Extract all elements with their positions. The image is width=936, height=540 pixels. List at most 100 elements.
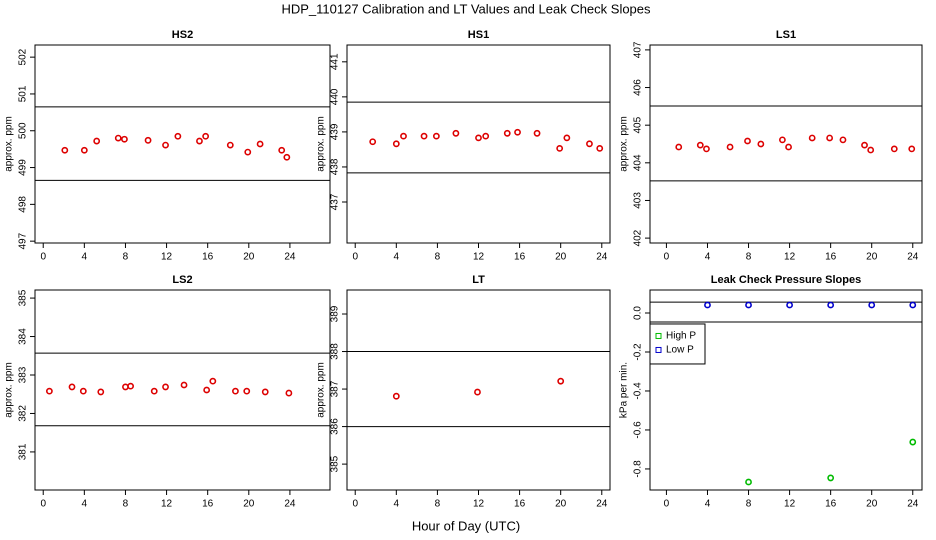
- panel-title: HS1: [468, 29, 489, 41]
- x-tick-label: 4: [705, 252, 711, 263]
- point: [283, 153, 291, 161]
- point: [557, 377, 565, 385]
- y-tick-label: 405: [633, 116, 644, 133]
- y-tick-label: 439: [330, 123, 341, 140]
- point: [826, 134, 834, 142]
- point: [704, 301, 711, 309]
- point: [203, 386, 211, 394]
- point: [726, 143, 734, 151]
- panel-title: LS2: [172, 274, 192, 286]
- x-tick-label: 20: [866, 499, 878, 510]
- y-tick-label: 385: [330, 455, 341, 472]
- y-axis-label: approx. ppm: [4, 362, 15, 418]
- point: [80, 146, 88, 154]
- point: [482, 132, 490, 140]
- x-tick-label: 20: [555, 252, 567, 263]
- point: [868, 301, 876, 309]
- x-tick-label: 8: [435, 252, 441, 263]
- x-tick-label: 8: [746, 499, 752, 510]
- point: [202, 132, 210, 140]
- legend-swatch: [655, 346, 662, 353]
- point: [745, 301, 752, 309]
- point: [392, 392, 400, 400]
- panel-title: LS1: [776, 29, 796, 41]
- x-tick-label: 0: [664, 499, 670, 510]
- x-tick-label: 12: [161, 252, 173, 263]
- point: [127, 382, 134, 390]
- x-tick-label: 8: [123, 252, 129, 263]
- y-tick-label: 388: [330, 343, 341, 360]
- x-tick-label: 20: [243, 252, 255, 263]
- point: [400, 132, 407, 140]
- plot-frame: [649, 44, 923, 244]
- point: [533, 129, 541, 137]
- y-tick-label: 387: [330, 380, 341, 397]
- x-tick-label: 8: [435, 499, 441, 510]
- point: [369, 138, 377, 146]
- legend-frame: [649, 323, 706, 365]
- point: [121, 135, 128, 143]
- point: [68, 383, 76, 391]
- x-tick-label: 24: [284, 252, 296, 263]
- y-axis-label: approx. ppm: [316, 116, 327, 172]
- y-tick-label: 500: [18, 122, 29, 139]
- point: [675, 143, 683, 151]
- point: [45, 387, 53, 395]
- point: [786, 301, 793, 309]
- panel-title: HS2: [172, 29, 193, 41]
- y-tick-label: 384: [18, 328, 29, 345]
- y-tick-label: 406: [633, 79, 644, 96]
- x-tick-label: 16: [202, 252, 214, 263]
- y-tick-label: 407: [633, 41, 644, 58]
- legend-label: High P: [666, 331, 696, 342]
- point: [744, 137, 751, 145]
- point: [779, 136, 786, 144]
- x-tick-label: 24: [284, 499, 296, 510]
- point: [475, 134, 482, 142]
- point: [514, 128, 521, 136]
- panel-title: Leak Check Pressure Slopes: [711, 274, 861, 286]
- x-tick-label: 12: [784, 499, 796, 510]
- point: [196, 137, 203, 145]
- point: [908, 145, 916, 153]
- point: [586, 140, 593, 148]
- x-tick-label: 4: [394, 499, 400, 510]
- point: [827, 474, 835, 482]
- x-tick-label: 16: [202, 499, 214, 510]
- x-tick-label: 0: [40, 499, 46, 510]
- y-tick-label: 441: [330, 53, 341, 70]
- point: [757, 140, 765, 148]
- y-tick-label: 404: [633, 154, 644, 171]
- legend-label: Low P: [666, 345, 694, 356]
- y-tick-label: 437: [330, 193, 341, 210]
- y-tick-label: 383: [18, 366, 29, 383]
- x-tick-label: 20: [243, 499, 255, 510]
- point: [556, 144, 564, 152]
- point: [180, 381, 188, 389]
- y-tick-label: 382: [18, 405, 29, 422]
- x-tick-label: 24: [907, 252, 919, 263]
- y-tick-label: 402: [633, 229, 644, 246]
- point: [861, 141, 868, 149]
- y-tick-label: 497: [18, 232, 29, 249]
- x-tick-label: 16: [825, 499, 837, 510]
- x-tick-label: 12: [161, 499, 173, 510]
- point: [114, 134, 122, 142]
- point: [696, 141, 704, 149]
- y-tick-label: 0.0: [633, 306, 644, 320]
- x-tick-label: 0: [352, 499, 358, 510]
- point: [244, 148, 252, 156]
- x-tick-label: 0: [352, 252, 358, 263]
- x-axis-label: Hour of Day (UTC): [412, 518, 520, 533]
- x-tick-label: 12: [473, 252, 485, 263]
- point: [827, 301, 835, 309]
- point: [503, 129, 511, 137]
- point: [596, 144, 604, 152]
- point: [150, 387, 158, 395]
- x-tick-label: 24: [596, 252, 608, 263]
- point: [285, 389, 293, 397]
- point: [261, 388, 269, 396]
- point: [256, 140, 264, 148]
